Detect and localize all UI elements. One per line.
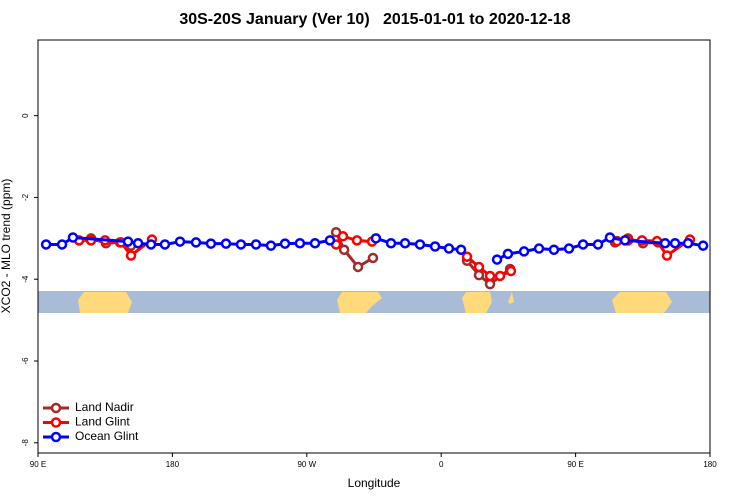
x-tick-label: 90 E [567,460,583,469]
data-point [132,237,144,249]
data-point [40,239,52,250]
data-point [502,248,514,260]
data-point [351,235,363,246]
data-point [669,237,681,249]
data-point [659,237,671,249]
data-point [455,244,467,256]
data-point [352,261,364,273]
data-point [265,240,277,251]
data-point [279,238,291,249]
data-point [190,237,202,248]
x-tick-label: 90 E [30,460,46,469]
data-point [604,232,616,243]
data-point [505,265,517,277]
data-point [619,235,631,246]
data-point [67,232,79,243]
data-point [697,240,709,251]
x-tick-label: 90 W [297,460,316,469]
data-point [491,254,503,265]
data-point [473,269,485,281]
data-point [661,250,673,261]
legend-marker [50,402,62,414]
map-strip [38,291,710,313]
legend-marker [50,431,62,443]
data-point [125,250,137,261]
chart-title: 30S-20S January (Ver 10) 2015-01-01 to 2… [179,11,570,28]
data-point [367,252,379,264]
legend-label: Land Nadir [75,400,134,414]
land-australia [78,292,132,313]
data-point [324,235,336,246]
data-point [518,246,530,257]
legend-label: Ocean Glint [75,429,139,443]
data-point [294,237,306,249]
data-point [309,237,321,249]
x-axis-label: Longitude [348,476,401,490]
legend-label: Land Glint [75,415,130,429]
y-tick-label: -6 [21,357,30,365]
y-axis-label: XCO2 - MLO trend (ppm) [0,179,13,314]
data-point [414,239,426,250]
y-tick-label: -2 [21,193,30,201]
land-madagascar [508,292,514,304]
data-point [533,243,545,254]
y-tick-label: -4 [21,275,30,283]
data-point [56,239,68,250]
data-point [399,237,411,249]
data-point [577,239,589,250]
data-point [337,231,349,242]
land-africa [462,292,492,313]
y-tick-label: 0 [21,113,30,118]
data-point [494,270,506,282]
data-point [338,244,350,256]
data-point [461,251,473,262]
data-point [235,239,247,250]
land-south-america [337,292,382,313]
data-point [205,238,217,249]
data-point [443,243,455,254]
data-point [548,244,560,256]
data-point [484,278,496,290]
data-point [174,236,186,247]
x-tick-label: 0 [439,460,444,469]
plot-frame [37,39,711,454]
data-point [370,233,382,244]
data-point [159,239,171,250]
x-tick-label: 180 [166,460,180,469]
data-point [220,238,232,249]
legend-marker [50,417,62,428]
data-point [682,237,694,249]
data-point [429,241,441,252]
data-point [592,239,604,250]
data-point [473,261,485,273]
data-point [250,239,262,250]
y-tick-label: -8 [21,439,30,447]
data-point [484,270,496,282]
data-point [385,237,397,249]
land-australia-2 [612,292,672,313]
data-point [122,236,134,247]
data-point [145,239,157,250]
x-tick-label: 180 [703,460,717,469]
data-point [563,243,575,254]
